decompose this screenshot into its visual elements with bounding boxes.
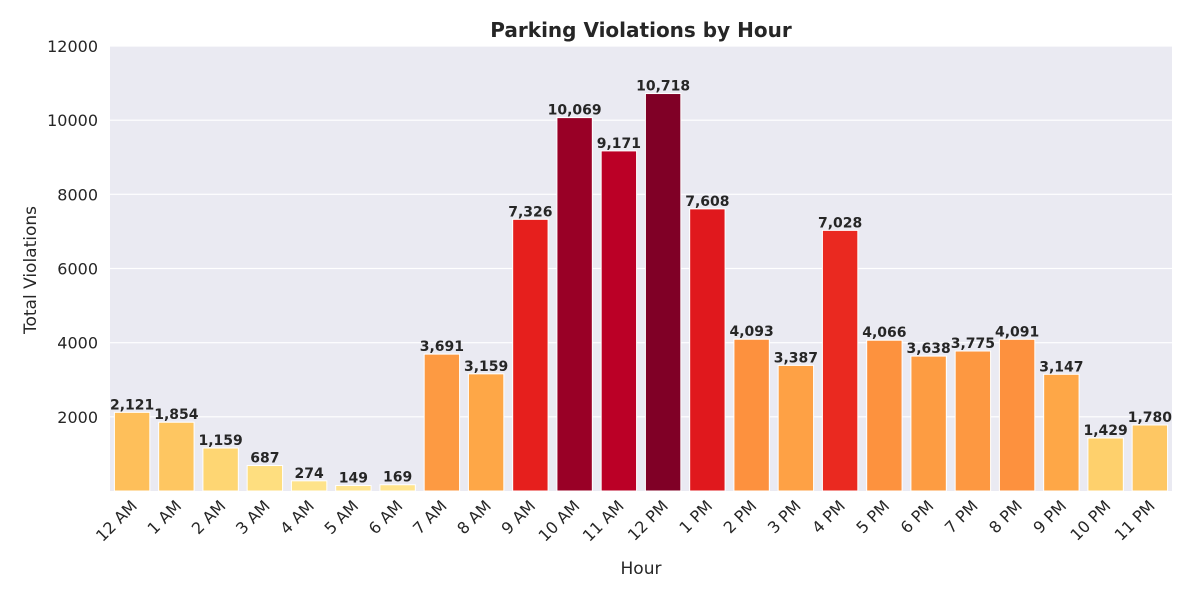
bar [866,339,903,492]
x-tick-label: 12 PM [624,496,672,544]
x-tick-label: 10 AM [535,496,584,545]
value-label: 3,691 [420,339,464,355]
bar [600,150,638,492]
value-label: 7,028 [818,215,862,231]
bar [113,411,151,492]
bar [1043,373,1080,492]
value-label: 3,159 [464,359,508,375]
value-label: 687 [250,451,279,467]
bar [1131,424,1169,492]
value-label: 169 [383,470,412,486]
x-tick-label: 1 PM [675,496,716,537]
x-tick-label: 2 PM [720,496,761,537]
x-tick-label: 9 PM [1029,496,1070,537]
chart-title: Parking Violations by Hour [490,18,792,42]
value-label: 1,780 [1128,410,1173,426]
bar [777,364,815,492]
bar [1087,437,1124,492]
x-tick-label: 1 AM [143,496,185,538]
bar [556,117,593,492]
bar [467,373,505,492]
value-label: 7,326 [508,204,552,220]
value-label: 3,638 [906,341,950,357]
value-label: 1,854 [154,407,199,423]
y-tick-label: 10000 [47,111,98,130]
x-tick-label: 12 AM [92,496,141,545]
value-label: 4,091 [995,324,1039,340]
bar [733,338,770,492]
bar [379,484,416,492]
x-tick-label: 11 PM [1111,496,1159,544]
bar [954,350,992,492]
bar [821,229,859,492]
x-tick-label: 11 AM [579,496,628,545]
bar [423,353,461,492]
value-label: 4,066 [862,325,906,341]
value-label: 2,121 [110,397,154,413]
y-tick-label: 8000 [57,185,98,204]
x-tick-label: 6 PM [897,496,938,537]
value-label: 3,387 [774,350,818,366]
y-tick-label: 12000 [47,37,98,56]
bar [512,218,549,492]
bar [644,93,682,492]
value-label: 274 [295,466,324,482]
value-label: 3,147 [1039,359,1083,375]
x-tick-label: 8 PM [985,496,1026,537]
bar [335,484,372,492]
x-tick-label: 5 AM [320,496,362,538]
value-label: 3,775 [951,336,995,352]
x-tick-label: 5 PM [852,496,893,537]
x-tick-label: 8 AM [453,496,495,538]
grid-lines [110,45,1172,418]
bar [246,465,284,492]
y-axis: 2000 4000 6000 8000 10000 12000 [47,37,98,427]
bars [113,93,1169,492]
y-axis-label: Total Violations [21,206,41,335]
x-tick-label: 7 PM [941,496,982,537]
bar [202,447,239,492]
bar [998,338,1036,492]
x-tick-label: 3 AM [232,496,274,538]
x-tick-label: 4 AM [276,496,318,538]
bar [158,421,195,492]
value-label: 7,608 [685,194,729,210]
x-tick-label: 10 PM [1066,496,1114,544]
bar [290,480,328,492]
y-tick-label: 2000 [57,408,98,427]
x-tick-label: 4 PM [808,496,849,537]
value-label: 10,069 [548,103,602,119]
x-tick-label: 2 AM [188,496,230,538]
x-axis-label: Hour [621,559,662,579]
bar [910,355,947,492]
y-tick-label: 6000 [57,260,98,279]
value-label: 10,718 [636,79,690,95]
x-axis: 12 AM 1 AM 2 AM 3 AM 4 AM 5 AM 6 AM 7 AM 8 AM 9 A… [92,496,1159,545]
value-label: 4,093 [729,324,773,340]
bar [689,208,726,492]
x-tick-label: 7 AM [409,496,451,538]
x-tick-label: 3 PM [764,496,805,537]
x-tick-label: 9 AM [497,496,539,538]
value-label: 9,171 [597,136,641,152]
value-label: 149 [339,470,368,486]
value-label: 1,159 [198,433,242,449]
value-label: 1,429 [1083,423,1127,439]
x-tick-label: 6 AM [365,496,407,538]
y-tick-label: 4000 [57,334,98,353]
